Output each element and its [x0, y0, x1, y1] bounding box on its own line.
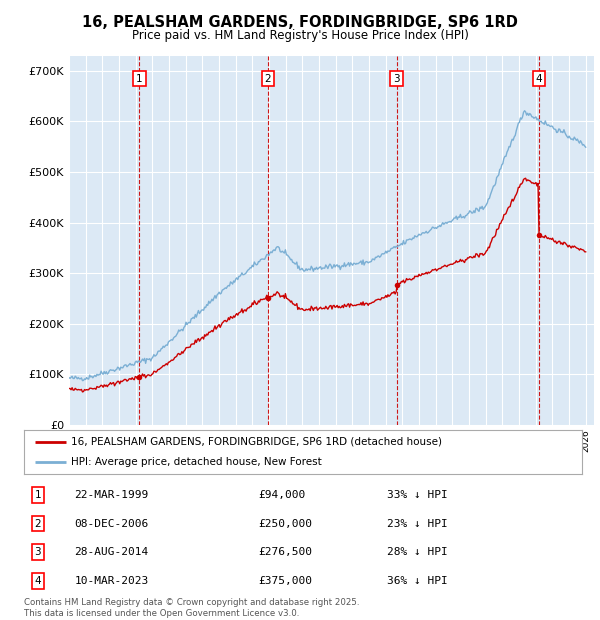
Text: £276,500: £276,500 [259, 547, 313, 557]
Text: 16, PEALSHAM GARDENS, FORDINGBRIDGE, SP6 1RD (detached house): 16, PEALSHAM GARDENS, FORDINGBRIDGE, SP6… [71, 436, 442, 447]
Text: 4: 4 [35, 576, 41, 586]
Text: £94,000: £94,000 [259, 490, 305, 500]
Text: 2: 2 [265, 74, 271, 84]
Text: 1: 1 [35, 490, 41, 500]
Text: 1: 1 [136, 74, 143, 84]
Text: HPI: Average price, detached house, New Forest: HPI: Average price, detached house, New … [71, 457, 322, 467]
Text: 2: 2 [35, 518, 41, 528]
Text: 3: 3 [35, 547, 41, 557]
Text: 28-AUG-2014: 28-AUG-2014 [74, 547, 148, 557]
Text: 3: 3 [393, 74, 400, 84]
Text: 22-MAR-1999: 22-MAR-1999 [74, 490, 148, 500]
Text: 23% ↓ HPI: 23% ↓ HPI [387, 518, 448, 528]
Text: 08-DEC-2006: 08-DEC-2006 [74, 518, 148, 528]
Text: Price paid vs. HM Land Registry's House Price Index (HPI): Price paid vs. HM Land Registry's House … [131, 29, 469, 42]
Text: Contains HM Land Registry data © Crown copyright and database right 2025.
This d: Contains HM Land Registry data © Crown c… [24, 598, 359, 618]
Text: £375,000: £375,000 [259, 576, 313, 586]
Text: £250,000: £250,000 [259, 518, 313, 528]
Text: 33% ↓ HPI: 33% ↓ HPI [387, 490, 448, 500]
Text: 4: 4 [536, 74, 542, 84]
Text: 36% ↓ HPI: 36% ↓ HPI [387, 576, 448, 586]
Text: 16, PEALSHAM GARDENS, FORDINGBRIDGE, SP6 1RD: 16, PEALSHAM GARDENS, FORDINGBRIDGE, SP6… [82, 15, 518, 30]
Text: 28% ↓ HPI: 28% ↓ HPI [387, 547, 448, 557]
Text: 10-MAR-2023: 10-MAR-2023 [74, 576, 148, 586]
